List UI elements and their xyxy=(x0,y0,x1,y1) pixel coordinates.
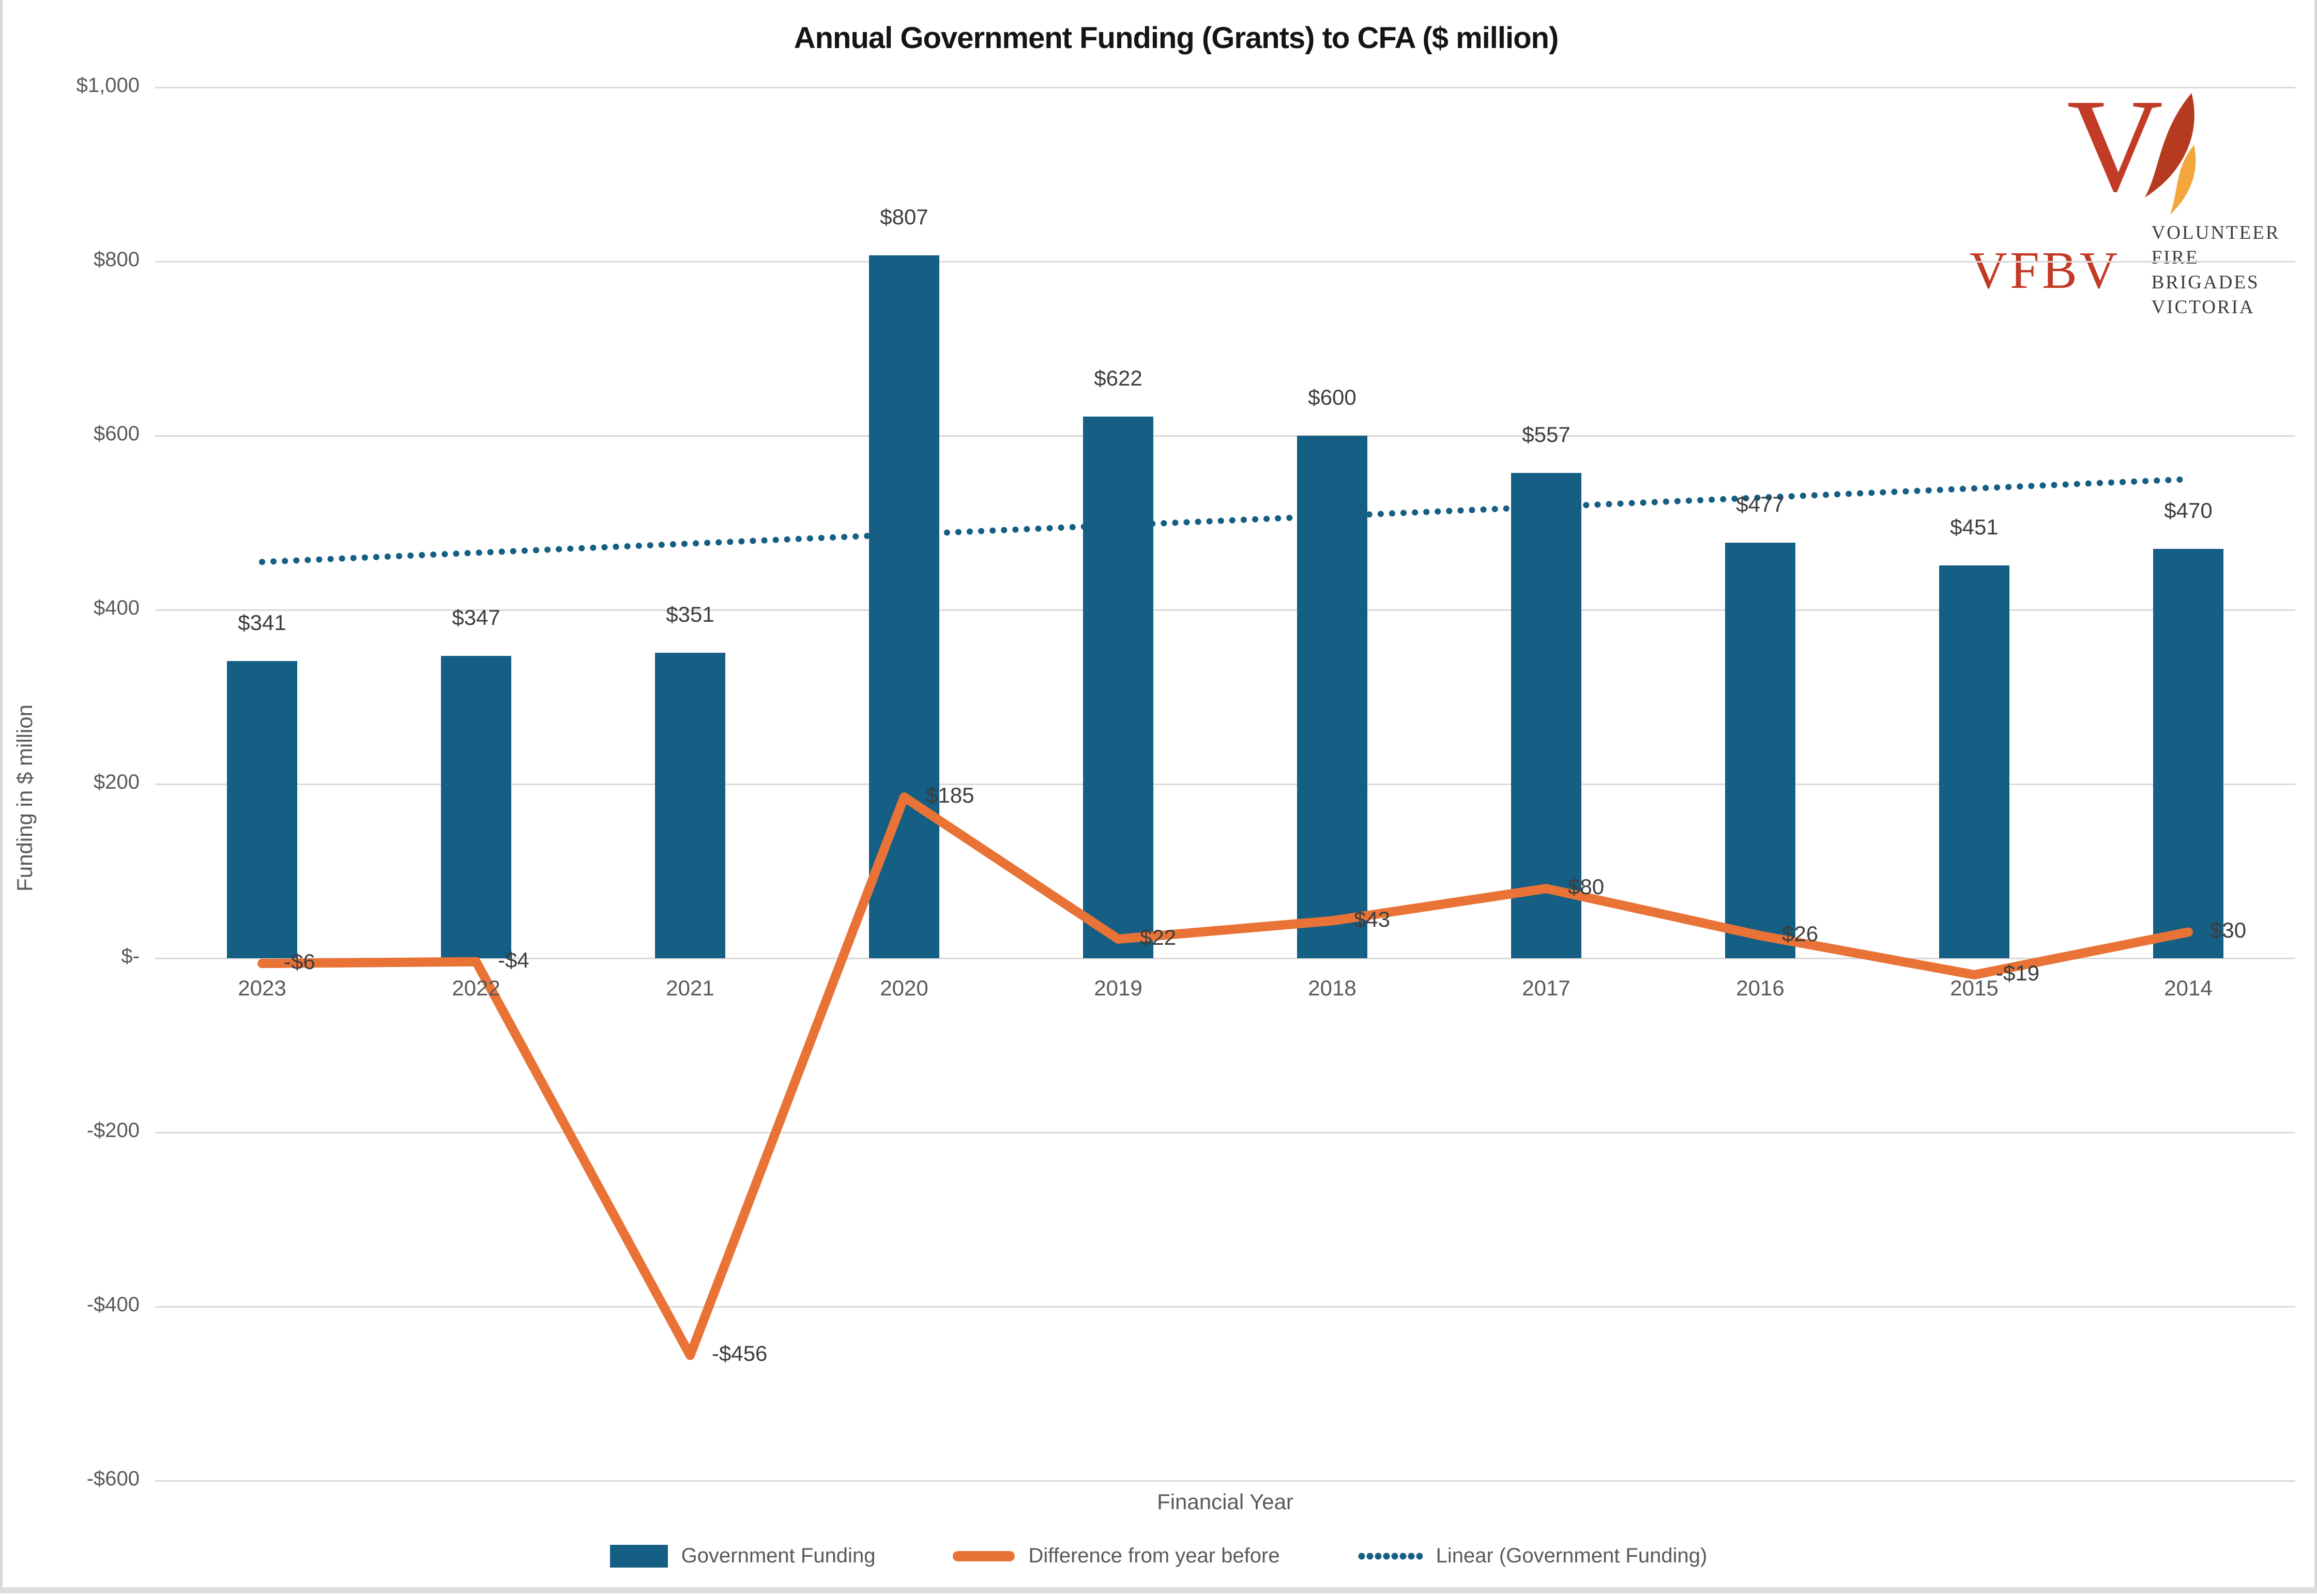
logo-lockup: VFBV VOLUNTEER FIRE BRIGADES VICTORIA xyxy=(1969,221,2278,320)
ytick-label: $600 xyxy=(94,422,140,445)
line-value-label: $26 xyxy=(1782,922,1819,946)
ytick-label: $- xyxy=(121,945,140,968)
gridline xyxy=(155,87,2295,88)
ytick-label: -$600 xyxy=(86,1467,140,1490)
bar xyxy=(1725,543,1795,958)
y-axis-title: Funding in $ million xyxy=(12,704,37,892)
gridline xyxy=(155,784,2295,785)
legend: Government Funding Difference from year … xyxy=(0,1544,2317,1568)
legend-label: Difference from year before xyxy=(1028,1544,1280,1567)
bar xyxy=(1939,565,2009,958)
logo-v-glyph: V xyxy=(2067,71,2163,219)
xtick-label: 2022 xyxy=(452,976,500,1000)
window-border-right xyxy=(2314,0,2317,1593)
xtick-label: 2023 xyxy=(238,976,286,1000)
bar xyxy=(1297,436,1367,958)
xtick-label: 2021 xyxy=(666,976,714,1000)
difference-line xyxy=(257,792,2193,1360)
bar xyxy=(441,656,511,958)
ytick-label: -$200 xyxy=(86,1119,140,1142)
logo-acronym: VFBV xyxy=(1969,241,2121,300)
xtick-label: 2020 xyxy=(880,976,928,1000)
xtick-label: 2017 xyxy=(1522,976,1571,1000)
bar-value-label: $477 xyxy=(1736,492,1785,517)
xtick-label: 2015 xyxy=(1950,976,1999,1000)
bar-value-label: $351 xyxy=(666,602,714,626)
bar-value-label: $622 xyxy=(1094,365,1142,390)
ytick-label: $800 xyxy=(94,248,140,271)
legend-item-linear-trend: Linear (Government Funding) xyxy=(1357,1544,1708,1568)
bar-value-label: $341 xyxy=(238,610,286,635)
ytick-label: $1,000 xyxy=(76,74,140,97)
xtick-label: 2018 xyxy=(1308,976,1356,1000)
ytick-label: $200 xyxy=(94,771,140,793)
logo-org-line2: BRIGADES VICTORIA xyxy=(2151,272,2260,318)
flame-icon xyxy=(2144,93,2196,215)
legend-item-government-funding: Government Funding xyxy=(609,1544,876,1568)
line-value-label: -$456 xyxy=(712,1341,768,1366)
legend-item-difference: Difference from year before xyxy=(953,1544,1280,1568)
bar-value-label: $600 xyxy=(1308,385,1356,409)
legend-label: Government Funding xyxy=(681,1544,876,1567)
line-value-label: -$19 xyxy=(1996,961,2040,985)
ytick-label: $400 xyxy=(94,596,140,619)
line-value-label: $30 xyxy=(2210,918,2247,943)
gridline xyxy=(155,1480,2295,1482)
bar xyxy=(227,661,297,958)
gridline xyxy=(155,1306,2295,1308)
vfbv-logo: V VFBV VOLUNTEER FIRE BRIGADES VICTORIA xyxy=(1969,79,2278,318)
line-value-label: -$6 xyxy=(284,949,315,974)
xtick-label: 2019 xyxy=(1094,976,1142,1000)
gridline xyxy=(155,1132,2295,1133)
gridline xyxy=(155,435,2295,437)
gridline xyxy=(155,261,2295,263)
window-border-left xyxy=(0,0,3,1593)
bar xyxy=(2153,549,2223,958)
line-swatch-icon xyxy=(953,1551,1015,1561)
chart-title: Annual Government Funding (Grants) to CF… xyxy=(794,21,1559,55)
bar xyxy=(869,255,939,958)
window-border-bottom xyxy=(0,1587,2317,1593)
dotted-line-swatch-icon xyxy=(1357,1552,1423,1560)
line-value-label: $22 xyxy=(1140,925,1177,949)
gridline xyxy=(155,609,2295,611)
bar-value-label: $451 xyxy=(1950,515,1999,540)
logo-org-name: VOLUNTEER FIRE BRIGADES VICTORIA xyxy=(2152,221,2280,320)
bar-value-label: $557 xyxy=(1522,422,1571,447)
logo-org-line1: VOLUNTEER FIRE xyxy=(2151,222,2280,269)
bar-value-label: $807 xyxy=(880,205,928,229)
bar-swatch-icon xyxy=(609,1544,668,1568)
x-axis-title: Financial Year xyxy=(1157,1490,1293,1514)
legend-label: Linear (Government Funding) xyxy=(1436,1544,1708,1567)
bar-value-label: $347 xyxy=(452,605,500,630)
bar-value-label: $470 xyxy=(2164,498,2213,523)
line-value-label: $80 xyxy=(1568,874,1605,899)
line-value-label: $43 xyxy=(1354,907,1391,931)
line-value-label: $185 xyxy=(926,783,974,808)
bar xyxy=(655,652,725,958)
bar xyxy=(1083,416,1153,958)
vfbv-flame-mark: V xyxy=(1985,79,2264,215)
xtick-label: 2016 xyxy=(1736,976,1785,1000)
line-value-label: -$4 xyxy=(498,947,529,972)
ytick-label: -$400 xyxy=(86,1293,140,1316)
xtick-label: 2014 xyxy=(2164,976,2213,1000)
